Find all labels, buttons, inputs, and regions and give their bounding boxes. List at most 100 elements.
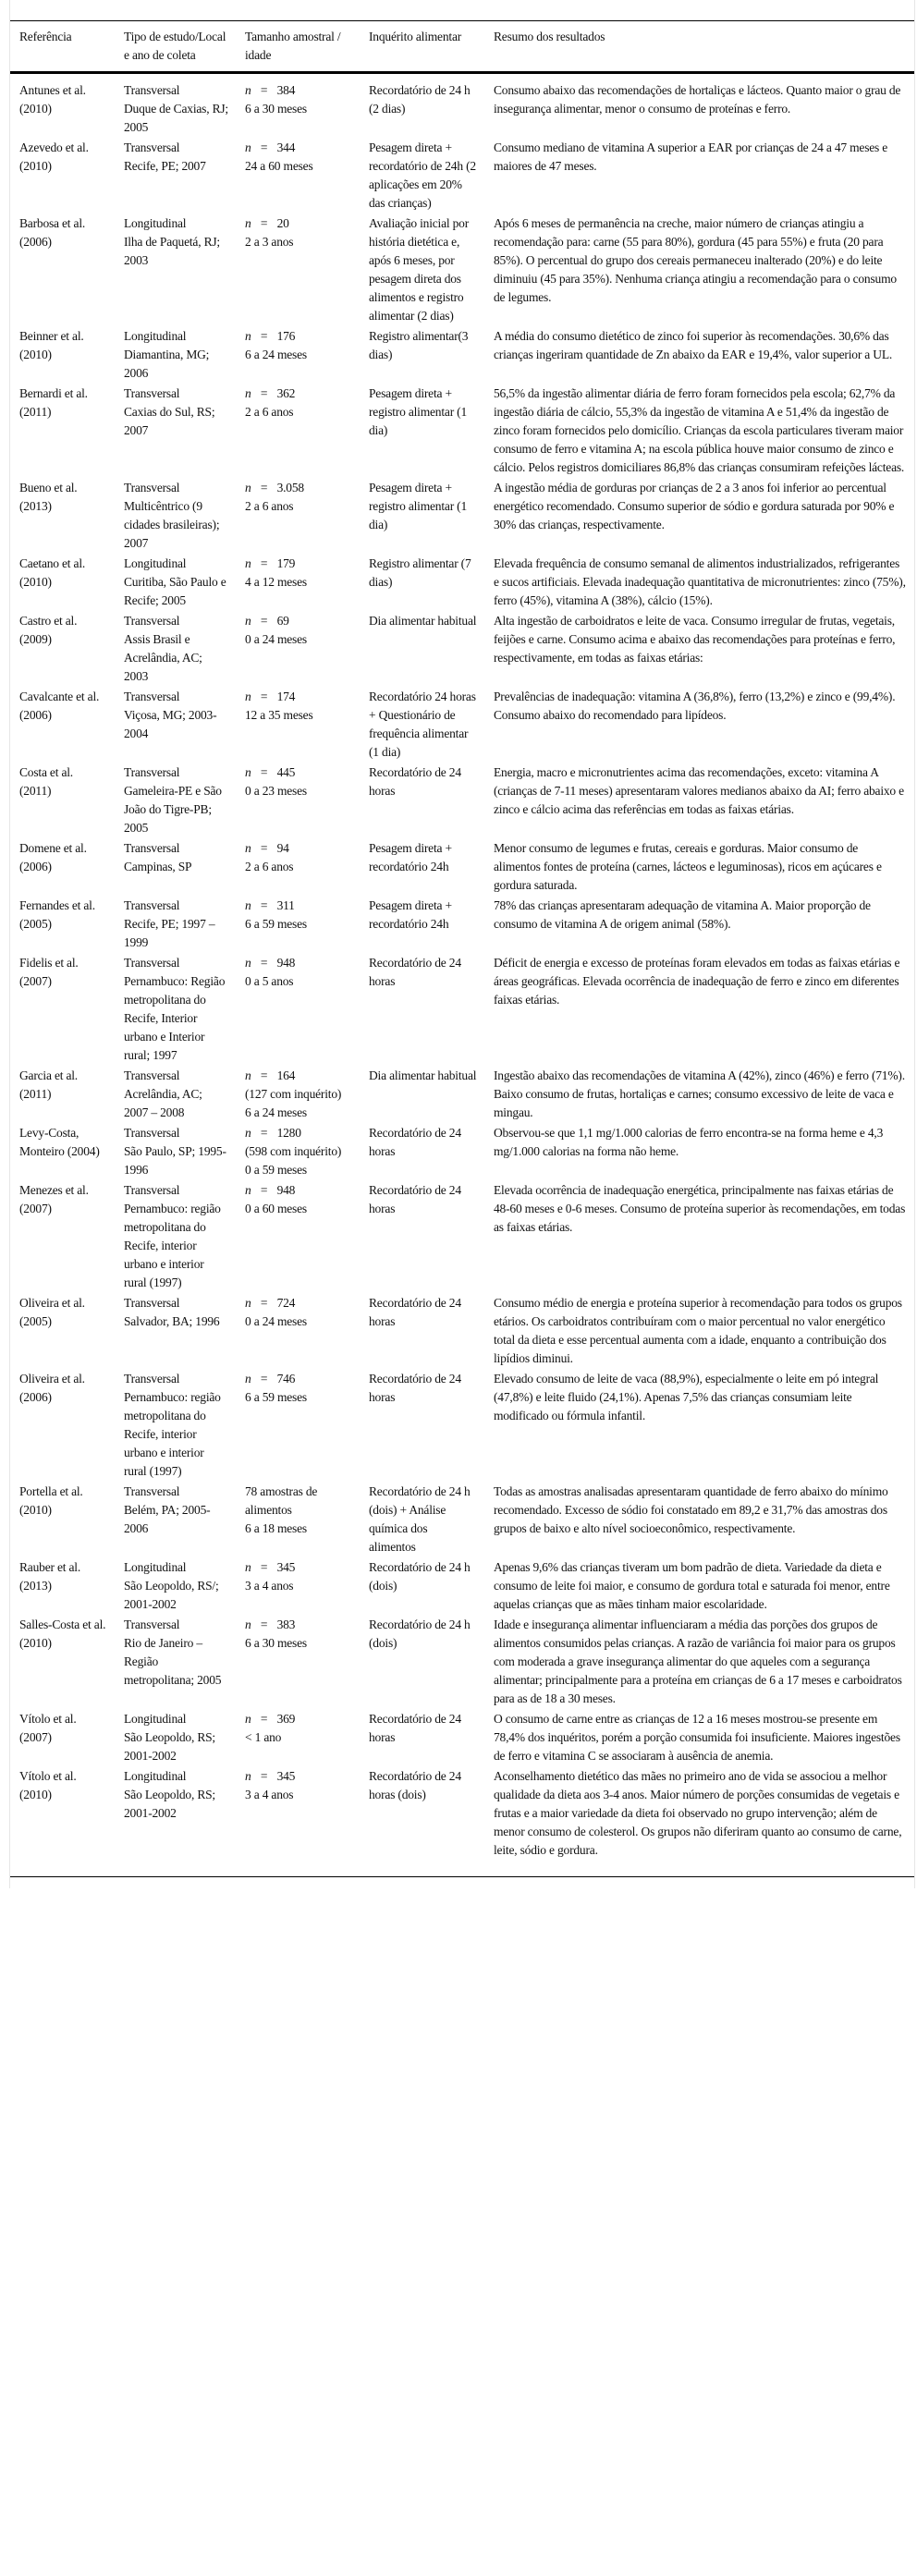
results-summary: Após 6 meses de permanência na creche, m… [494, 216, 897, 304]
cell-referencia: Portella et al. (2010) [10, 1481, 115, 1557]
sample-size: n = 362 [245, 385, 352, 403]
equals-sign: = [260, 1618, 268, 1631]
sample-size-value: 383 [276, 1618, 296, 1631]
study-location: São Paulo, SP; 1995-1996 [124, 1144, 226, 1177]
reference-text: Fernandes et al. (2005) [19, 898, 95, 931]
study-location: Caxias do Sul, RS; 2007 [124, 405, 215, 437]
header-inquerito: Inquérito alimentar [369, 30, 462, 43]
study-type: Transversal [124, 765, 180, 779]
cell-inquerito: Pesagem direta + recordatório de 24h (2 … [360, 137, 484, 213]
cell-resumo: Elevada frequência de consumo semanal de… [484, 553, 914, 610]
cell-tamanho: n = 344 24 a 60 meses [236, 137, 360, 213]
study-type: Transversal [124, 1126, 180, 1140]
dietary-survey: Recordatório de 24 horas [369, 956, 461, 988]
sample-size-value: 3.058 [276, 481, 305, 494]
cell-resumo: Consumo mediano de vitamina A superior a… [484, 137, 914, 213]
study-type: Transversal [124, 1296, 180, 1310]
cell-referencia: Vítolo et al. (2010) [10, 1765, 115, 1877]
sample-size-value: 69 [276, 614, 289, 628]
cell-resumo: Prevalências de inadequação: vitamina A … [484, 686, 914, 762]
sample-size: n = 3.058 [245, 479, 352, 497]
n-symbol: n [245, 841, 251, 855]
dietary-survey: Pesagem direta + registro alimentar (1 d… [369, 481, 468, 531]
n-symbol: n [245, 1372, 251, 1386]
cell-resumo: Ingestão abaixo das recomendações de vit… [484, 1065, 914, 1122]
results-summary: Todas as amostras analisadas apresentara… [494, 1484, 888, 1535]
reference-text: Azevedo et al. (2010) [19, 140, 89, 173]
study-location: Viçosa, MG; 2003-2004 [124, 708, 217, 740]
equals-sign: = [260, 765, 268, 779]
sample-size-value: 176 [276, 329, 296, 343]
table-row: Costa et al. (2011) Transversal Gameleira-… [10, 762, 914, 837]
reference-text: Antunes et al. (2010) [19, 83, 86, 116]
dietary-survey: Avaliação inicial por história dietética… [369, 216, 469, 323]
study-type: Longitudinal [124, 216, 187, 230]
cell-tamanho: 78 amostras de alimentos 6 a 18 meses [236, 1481, 360, 1557]
cell-inquerito: Recordatório 24 horas + Questionário de … [360, 686, 484, 762]
cell-referencia: Caetano et al. (2010) [10, 553, 115, 610]
header-referencia: Referência [19, 30, 72, 43]
table-row: Levy-Costa, Monteiro (2004) Transversal Sã… [10, 1122, 914, 1179]
equals-sign: = [260, 614, 268, 628]
dietary-survey: Recordatório de 24 horas (dois) [369, 1769, 461, 1801]
sample-size: n = 174 [245, 688, 352, 706]
cell-tamanho: n = 1280 (598 com inquérito) 0 a 59 meses [236, 1122, 360, 1179]
cell-tamanho: n = 369 < 1 ano [236, 1708, 360, 1765]
cell-tipo: Transversal Recife, PE; 1997 – 1999 [115, 895, 236, 952]
study-location: Recife, PE; 2007 [124, 159, 206, 173]
n-symbol: n [245, 556, 251, 570]
cell-tamanho: n = 724 0 a 24 meses [236, 1292, 360, 1368]
table-row: Antunes et al. (2010) Transversal Duque de… [10, 73, 914, 138]
table-row: Garcia et al. (2011) Transversal Acrelândi… [10, 1065, 914, 1122]
cell-tamanho: n = 445 0 a 23 meses [236, 762, 360, 837]
results-summary: Apenas 9,6% das crianças tiveram um bom … [494, 1560, 890, 1611]
equals-sign: = [260, 216, 268, 230]
header-tamanho: Tamanho amostral / idade [245, 30, 341, 62]
cell-tipo: Longitudinal São Leopoldo, RS; 2001-2002 [115, 1765, 236, 1877]
dietary-survey: Registro alimentar (7 dias) [369, 556, 471, 589]
study-location: Campinas, SP [124, 860, 192, 873]
cell-tipo: Transversal Pernambuco: região metropolit… [115, 1368, 236, 1481]
n-symbol: n [245, 1560, 251, 1574]
dietary-survey: Recordatório de 24 h (dois) [369, 1618, 471, 1650]
reference-text: Caetano et al. (2010) [19, 556, 86, 589]
sample-size: n = 20 [245, 214, 352, 233]
sample-size: n = 384 [245, 81, 352, 100]
n-symbol: n [245, 140, 251, 154]
cell-referencia: Salles-Costa et al. (2010) [10, 1614, 115, 1708]
sample-size-value: 345 [276, 1769, 296, 1783]
cell-inquerito: Pesagem direta + recordatório 24h [360, 895, 484, 952]
table-row: Castro et al. (2009) Transversal Assis Bra… [10, 610, 914, 686]
results-summary: Ingestão abaixo das recomendações de vit… [494, 1068, 905, 1119]
cell-tipo: Transversal Pernambuco: região metropolit… [115, 1179, 236, 1292]
cell-referencia: Oliveira et al. (2006) [10, 1368, 115, 1481]
sample-size-value: 164 [276, 1068, 296, 1082]
sample-size-value: 344 [276, 140, 296, 154]
cell-tamanho: n = 384 6 a 30 meses [236, 73, 360, 138]
reference-text: Rauber et al. (2013) [19, 1560, 80, 1593]
equals-sign: = [260, 956, 268, 970]
cell-referencia: Oliveira et al. (2005) [10, 1292, 115, 1368]
document: Referência Tipo de estudo/Local e ano de… [9, 0, 915, 1888]
cell-tamanho: n = 20 2 a 3 anos [236, 213, 360, 325]
results-summary: Consumo mediano de vitamina A superior a… [494, 140, 888, 173]
dietary-survey: Recordatório de 24 horas [369, 1372, 461, 1404]
equals-sign: = [260, 386, 268, 400]
cell-inquerito: Registro alimentar(3 dias) [360, 325, 484, 383]
dietary-survey: Dia alimentar habitual [369, 614, 477, 628]
study-type: Transversal [124, 1068, 180, 1082]
results-summary: 78% das crianças apresentaram adequação … [494, 898, 871, 931]
cell-inquerito: Recordatório de 24 h (dois) + Análise qu… [360, 1481, 484, 1557]
study-type: Transversal [124, 1183, 180, 1197]
cell-tipo: Transversal Assis Brasil e Acrelândia, AC… [115, 610, 236, 686]
table-row: Oliveira et al. (2006) Transversal Pernamb… [10, 1368, 914, 1481]
equals-sign: = [260, 690, 268, 703]
cell-referencia: Levy-Costa, Monteiro (2004) [10, 1122, 115, 1179]
dietary-survey: Recordatório de 24 h (dois) [369, 1560, 471, 1593]
reference-text: Barbosa et al. (2006) [19, 216, 86, 249]
equals-sign: = [260, 556, 268, 570]
sample-note: (127 com inquérito) [245, 1087, 342, 1101]
table-row: Beinner et al. (2010) Longitudinal Diamant… [10, 325, 914, 383]
cell-tamanho: n = 176 6 a 24 meses [236, 325, 360, 383]
cell-tipo: Transversal Multicêntrico (9 cidades bras… [115, 477, 236, 553]
